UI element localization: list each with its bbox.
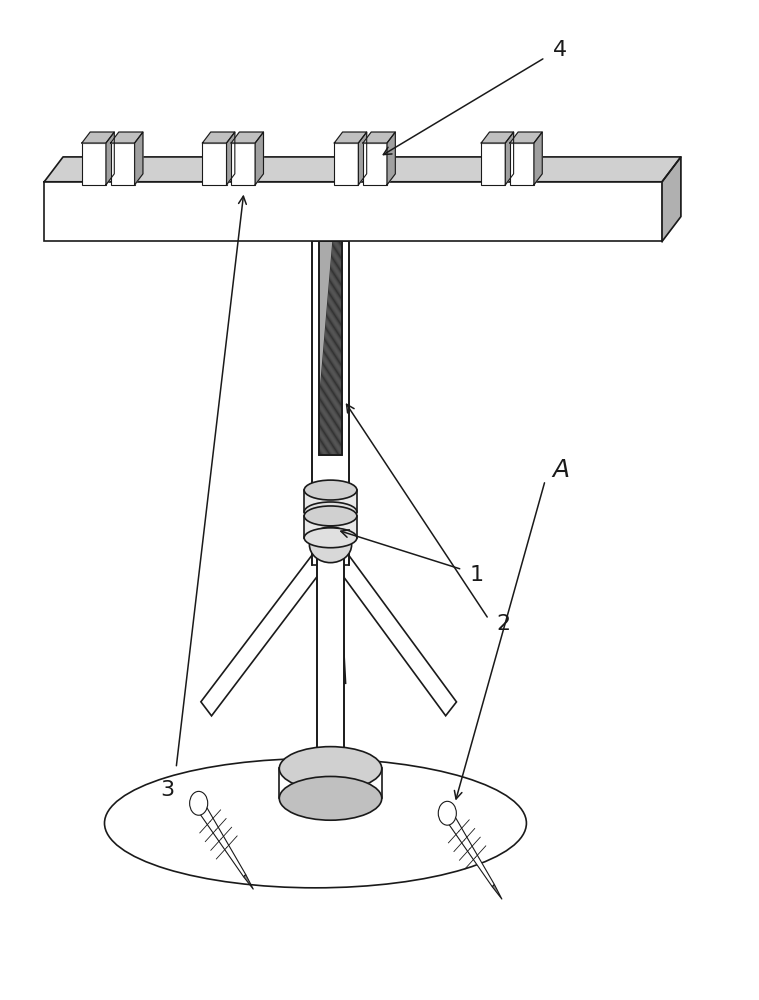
Polygon shape [493, 884, 502, 899]
Polygon shape [203, 132, 235, 143]
Polygon shape [481, 132, 514, 143]
Polygon shape [44, 157, 681, 182]
Circle shape [438, 801, 456, 825]
Polygon shape [255, 132, 263, 185]
Ellipse shape [304, 506, 357, 526]
Bar [279, 768, 382, 798]
Polygon shape [387, 132, 395, 185]
Bar [304, 490, 357, 512]
Bar [82, 143, 106, 185]
Ellipse shape [304, 502, 357, 522]
Text: 2: 2 [496, 614, 510, 634]
Bar [231, 143, 255, 185]
Polygon shape [510, 132, 542, 143]
Ellipse shape [304, 480, 357, 500]
Bar [317, 527, 344, 754]
Bar [363, 143, 387, 185]
Text: A: A [553, 458, 570, 482]
Circle shape [190, 791, 208, 815]
Polygon shape [111, 132, 143, 143]
Polygon shape [201, 538, 335, 716]
Polygon shape [505, 132, 514, 185]
Polygon shape [323, 544, 345, 685]
Text: 4: 4 [553, 40, 567, 60]
Bar [111, 143, 134, 185]
Text: 3: 3 [160, 780, 174, 800]
Bar [320, 241, 342, 455]
Ellipse shape [279, 747, 382, 790]
Polygon shape [82, 132, 115, 143]
Bar [44, 182, 662, 241]
Bar [481, 143, 505, 185]
Polygon shape [231, 132, 263, 143]
Bar [320, 241, 342, 455]
Text: 1: 1 [470, 565, 484, 585]
Ellipse shape [304, 528, 357, 548]
Polygon shape [334, 132, 367, 143]
Polygon shape [534, 132, 542, 185]
Polygon shape [363, 132, 395, 143]
Ellipse shape [310, 527, 351, 563]
Bar [312, 485, 349, 565]
Ellipse shape [279, 776, 382, 820]
Polygon shape [444, 809, 494, 887]
Polygon shape [325, 538, 456, 716]
Bar [510, 143, 534, 185]
Polygon shape [662, 157, 681, 241]
Polygon shape [134, 132, 143, 185]
Polygon shape [358, 132, 367, 185]
Polygon shape [244, 875, 254, 889]
Bar [312, 241, 349, 485]
Bar [203, 143, 226, 185]
Bar [304, 516, 357, 538]
Polygon shape [106, 132, 115, 185]
Bar [334, 143, 358, 185]
Polygon shape [195, 799, 246, 877]
Polygon shape [226, 132, 235, 185]
